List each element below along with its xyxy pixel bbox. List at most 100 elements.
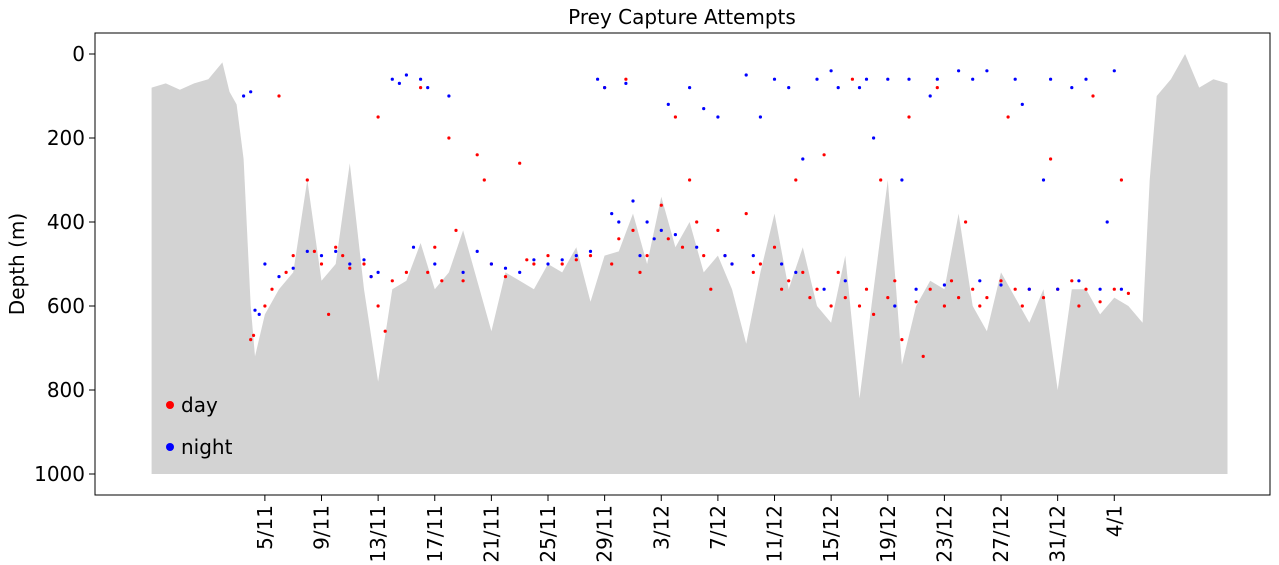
point	[900, 178, 904, 182]
point	[404, 73, 408, 77]
point	[758, 115, 763, 119]
point	[801, 270, 805, 274]
point	[574, 254, 578, 258]
point	[659, 228, 663, 232]
point	[815, 287, 819, 291]
x-tick-label: 3/12	[649, 505, 673, 550]
point	[780, 262, 784, 266]
y-axis-label: Depth (m)	[5, 213, 29, 315]
point	[631, 199, 635, 203]
point	[801, 157, 805, 161]
point	[1098, 300, 1102, 304]
point	[383, 329, 387, 333]
x-tick-label: 27/12	[989, 505, 1013, 563]
point	[461, 270, 465, 274]
point	[928, 94, 932, 98]
x-tick-label: 7/12	[706, 505, 730, 550]
point	[872, 136, 876, 140]
point	[638, 270, 642, 274]
point	[1013, 287, 1017, 291]
point	[971, 77, 975, 81]
point	[426, 270, 430, 274]
point	[688, 86, 692, 90]
point	[900, 338, 904, 342]
point	[695, 245, 699, 249]
point	[419, 86, 423, 90]
point	[971, 287, 975, 291]
point	[949, 279, 954, 283]
point	[426, 86, 430, 90]
point	[695, 220, 699, 224]
y-tick-label: 600	[47, 294, 85, 318]
point	[673, 233, 678, 237]
point	[964, 220, 968, 224]
point	[1041, 178, 1046, 182]
x-tick-label: 29/11	[593, 505, 617, 563]
point	[957, 296, 961, 300]
point	[914, 300, 918, 304]
point	[334, 249, 338, 253]
point	[666, 102, 670, 106]
point	[461, 279, 465, 283]
point	[560, 258, 564, 262]
point	[1006, 115, 1010, 119]
point	[772, 245, 777, 249]
y-tick-label: 400	[47, 210, 85, 234]
point	[291, 266, 295, 270]
x-tick-label: 19/12	[876, 505, 900, 563]
point	[546, 262, 550, 266]
point	[1041, 296, 1046, 300]
point	[935, 77, 939, 81]
point	[864, 287, 869, 291]
x-tick-label: 13/11	[366, 505, 390, 563]
point	[744, 212, 748, 216]
point	[794, 178, 798, 182]
x-tick-label: 23/12	[932, 505, 956, 563]
point	[440, 279, 444, 283]
point	[808, 296, 812, 300]
point	[857, 304, 862, 308]
point	[751, 254, 755, 258]
point	[659, 203, 663, 207]
point	[702, 107, 706, 111]
x-tick-label: 21/11	[479, 505, 503, 563]
point	[277, 94, 281, 98]
point	[610, 262, 614, 266]
point	[482, 178, 486, 182]
point	[836, 86, 840, 90]
point	[252, 333, 256, 337]
point	[1091, 94, 1095, 98]
point	[829, 69, 833, 73]
point	[935, 86, 939, 90]
point	[822, 153, 826, 157]
point	[503, 275, 508, 279]
point	[794, 270, 798, 274]
point	[942, 283, 947, 287]
point	[624, 77, 628, 81]
point	[857, 86, 862, 90]
point	[645, 254, 649, 258]
point	[1084, 287, 1088, 291]
point	[1119, 178, 1123, 182]
point	[270, 287, 274, 291]
point	[893, 279, 897, 283]
point	[638, 254, 642, 258]
point	[928, 287, 932, 291]
point	[886, 296, 890, 300]
point	[985, 69, 989, 73]
point	[560, 262, 564, 266]
point	[652, 237, 656, 241]
point	[263, 304, 267, 308]
point	[780, 287, 784, 291]
x-tick-label: 11/12	[763, 505, 787, 563]
point	[419, 77, 423, 81]
point	[348, 266, 352, 270]
point	[1013, 77, 1017, 81]
y-tick-label: 800	[47, 378, 85, 402]
point	[1112, 69, 1116, 73]
point	[872, 312, 876, 316]
point	[985, 296, 989, 300]
point	[787, 86, 791, 90]
point	[588, 249, 593, 253]
point	[341, 254, 345, 258]
